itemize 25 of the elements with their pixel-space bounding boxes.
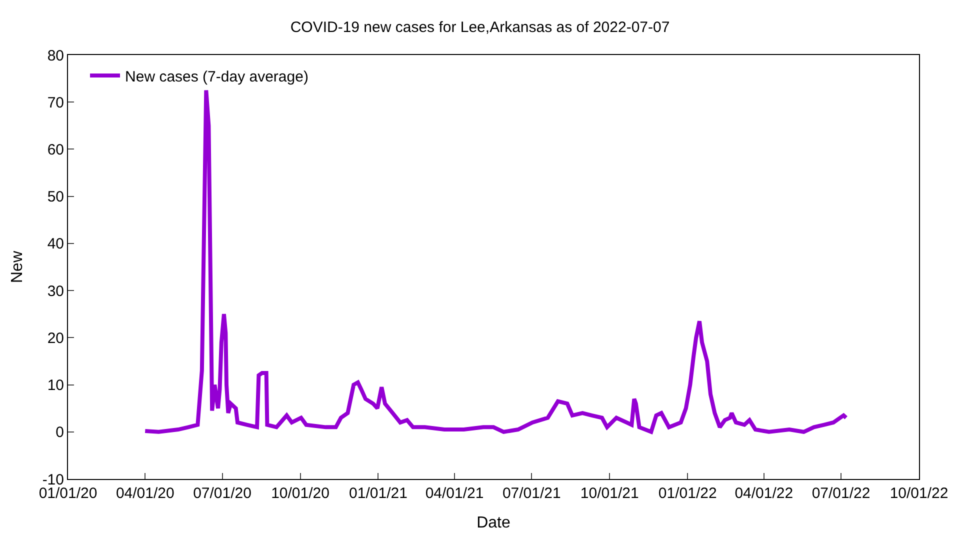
y-tick-label: 20 bbox=[47, 330, 64, 347]
line-series bbox=[143, 88, 848, 434]
y-tick-label: 30 bbox=[47, 282, 64, 300]
y-tick-label: 60 bbox=[47, 141, 64, 158]
y-axis-title: New bbox=[9, 250, 26, 284]
x-tick-label: 04/01/20 bbox=[116, 485, 174, 502]
chart-title: COVID-19 new cases for Lee,Arkansas as of 2022-07-07 bbox=[290, 19, 670, 36]
x-tick-label: 10/01/21 bbox=[580, 485, 639, 502]
y-tick-label: 10 bbox=[47, 377, 64, 394]
y-tick-label: 50 bbox=[47, 188, 64, 206]
y-tick-label: 80 bbox=[47, 47, 64, 64]
x-tick-label: 07/01/20 bbox=[193, 485, 252, 502]
x-tick-label: 07/01/21 bbox=[502, 485, 561, 502]
x-tick-label: 10/01/20 bbox=[271, 485, 330, 502]
x-axis-title: Date bbox=[476, 514, 510, 532]
x-tick-label: 01/01/22 bbox=[658, 485, 717, 502]
y-tick-label: 0 bbox=[56, 424, 64, 442]
x-tick-label: 04/01/22 bbox=[734, 485, 794, 502]
x-tick-label: 07/01/22 bbox=[812, 485, 870, 502]
y-tick-label: 70 bbox=[47, 94, 64, 112]
y-tick-label: 40 bbox=[47, 236, 64, 253]
legend-label: New cases (7-day average) bbox=[125, 68, 308, 86]
x-tick-label: 10/01/22 bbox=[890, 485, 948, 502]
x-tick-label: 04/01/21 bbox=[425, 485, 484, 502]
x-tick-label: 01/01/21 bbox=[349, 485, 408, 502]
